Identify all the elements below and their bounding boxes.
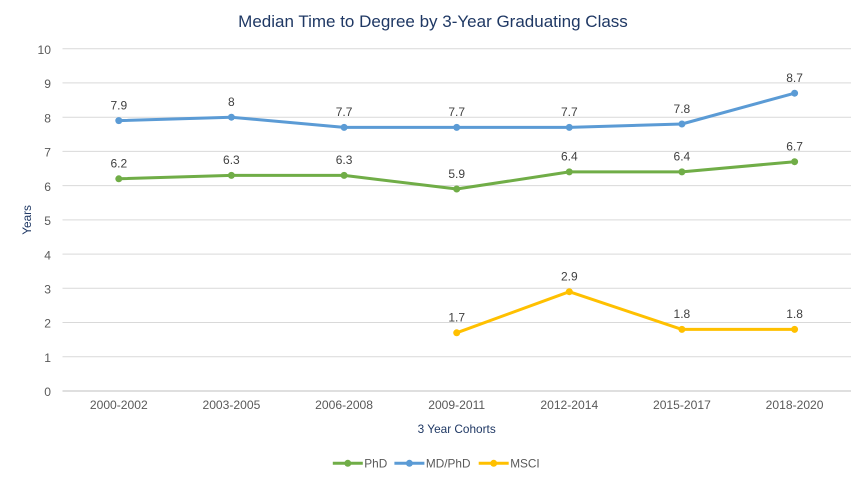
svg-text:10: 10: [38, 43, 52, 57]
svg-text:6.4: 6.4: [561, 150, 578, 164]
svg-text:2018-2020: 2018-2020: [766, 398, 824, 412]
svg-text:7.7: 7.7: [448, 105, 465, 119]
svg-text:2.9: 2.9: [561, 270, 578, 284]
svg-text:8: 8: [44, 111, 51, 125]
svg-text:MD/PhD: MD/PhD: [426, 457, 471, 471]
svg-text:5: 5: [44, 214, 51, 228]
svg-text:4: 4: [44, 248, 51, 262]
svg-text:1.8: 1.8: [786, 307, 803, 321]
svg-text:6.7: 6.7: [786, 140, 803, 154]
svg-text:5.9: 5.9: [448, 167, 465, 181]
svg-text:0: 0: [44, 385, 51, 399]
svg-text:6: 6: [44, 180, 51, 194]
svg-text:3 Year Cohorts: 3 Year Cohorts: [418, 422, 496, 436]
svg-text:7.7: 7.7: [561, 105, 578, 119]
svg-text:8.7: 8.7: [786, 71, 803, 85]
svg-text:2003-2005: 2003-2005: [202, 398, 260, 412]
svg-text:1: 1: [44, 351, 51, 365]
svg-text:1.8: 1.8: [674, 307, 691, 321]
svg-text:7.9: 7.9: [110, 98, 127, 112]
svg-text:6.2: 6.2: [110, 157, 127, 171]
svg-text:Median Time to Degree by 3-Yea: Median Time to Degree by 3-Year Graduati…: [238, 12, 628, 31]
svg-text:MSCI: MSCI: [510, 457, 540, 471]
svg-text:6.4: 6.4: [674, 150, 691, 164]
svg-text:2012-2014: 2012-2014: [540, 398, 598, 412]
svg-text:2000-2002: 2000-2002: [90, 398, 148, 412]
svg-text:Years: Years: [20, 205, 34, 235]
svg-text:2015-2017: 2015-2017: [653, 398, 711, 412]
svg-text:8: 8: [228, 95, 235, 109]
svg-text:3: 3: [44, 283, 51, 297]
svg-text:7: 7: [44, 146, 51, 160]
svg-text:2: 2: [44, 317, 51, 331]
svg-text:9: 9: [44, 77, 51, 91]
svg-text:1.7: 1.7: [448, 311, 465, 325]
svg-text:6.3: 6.3: [336, 153, 353, 167]
svg-text:6.3: 6.3: [223, 153, 240, 167]
svg-text:PhD: PhD: [364, 457, 387, 471]
svg-text:7.8: 7.8: [674, 102, 691, 116]
svg-text:7.7: 7.7: [336, 105, 353, 119]
svg-text:2006-2008: 2006-2008: [315, 398, 373, 412]
svg-text:2009-2011: 2009-2011: [428, 398, 485, 412]
